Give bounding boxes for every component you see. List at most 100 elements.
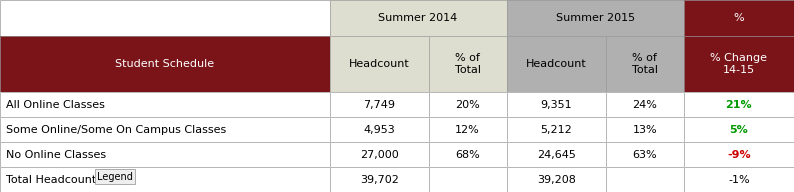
Text: 68%: 68% — [455, 150, 480, 160]
Bar — [330, 117, 429, 142]
Text: % of
Total: % of Total — [632, 53, 657, 75]
Bar — [684, 167, 794, 192]
Bar — [429, 117, 507, 142]
Text: 5,212: 5,212 — [541, 125, 572, 135]
Bar — [330, 36, 429, 92]
Bar — [507, 167, 606, 192]
Text: 21%: 21% — [726, 100, 752, 110]
Bar — [429, 167, 507, 192]
Text: Headcount: Headcount — [349, 59, 410, 69]
Text: 63%: 63% — [632, 150, 657, 160]
Text: Legend: Legend — [97, 171, 133, 181]
Bar — [429, 167, 507, 192]
Bar — [429, 117, 507, 142]
Bar — [507, 142, 606, 167]
Bar — [0, 167, 330, 192]
Text: -1%: -1% — [728, 175, 750, 185]
Bar — [0, 0, 330, 36]
Bar — [606, 117, 684, 142]
Bar — [0, 36, 330, 92]
Text: 39,208: 39,208 — [537, 175, 576, 185]
Text: 7,749: 7,749 — [363, 100, 395, 110]
Bar — [0, 117, 330, 142]
Text: -9%: -9% — [727, 150, 750, 160]
Text: % Change
14-15: % Change 14-15 — [711, 53, 767, 75]
Bar — [684, 167, 794, 192]
Text: 13%: 13% — [632, 125, 657, 135]
Bar — [330, 167, 429, 192]
Text: 24%: 24% — [632, 100, 657, 110]
Bar — [684, 36, 794, 92]
Bar — [429, 92, 507, 117]
Bar — [684, 92, 794, 117]
Text: 20%: 20% — [455, 100, 480, 110]
Bar — [507, 117, 606, 142]
Bar — [606, 36, 684, 92]
Bar — [606, 167, 684, 192]
Bar — [507, 0, 684, 36]
Bar — [507, 167, 606, 192]
Bar — [429, 36, 507, 92]
Bar — [330, 92, 429, 117]
Bar — [429, 92, 507, 117]
Bar — [684, 92, 794, 117]
Bar — [330, 117, 429, 142]
Bar — [429, 142, 507, 167]
Bar — [507, 36, 606, 92]
Bar — [606, 36, 684, 92]
Bar — [0, 142, 330, 167]
Text: Some Online/Some On Campus Classes: Some Online/Some On Campus Classes — [6, 125, 226, 135]
Text: 12%: 12% — [455, 125, 480, 135]
Bar — [507, 0, 684, 36]
Bar — [330, 142, 429, 167]
Bar — [606, 142, 684, 167]
Bar — [684, 117, 794, 142]
Text: Total Headcount: Total Headcount — [6, 175, 97, 185]
Bar — [684, 142, 794, 167]
Bar — [429, 36, 507, 92]
Bar — [684, 142, 794, 167]
Bar — [330, 92, 429, 117]
Bar — [507, 117, 606, 142]
Bar — [507, 92, 606, 117]
Bar — [684, 0, 794, 36]
Bar — [606, 117, 684, 142]
Bar — [507, 92, 606, 117]
Bar — [330, 142, 429, 167]
Bar — [684, 117, 794, 142]
Bar — [606, 92, 684, 117]
Bar — [330, 167, 429, 192]
Text: Summer 2015: Summer 2015 — [556, 13, 634, 23]
Bar — [330, 36, 429, 92]
Text: Summer 2014: Summer 2014 — [379, 13, 457, 23]
Bar — [429, 142, 507, 167]
Bar — [0, 142, 330, 167]
Bar — [0, 167, 330, 192]
Bar — [330, 0, 507, 36]
Bar — [0, 92, 330, 117]
Bar — [606, 92, 684, 117]
Bar — [0, 92, 330, 117]
Text: 4,953: 4,953 — [364, 125, 395, 135]
Text: %: % — [734, 13, 744, 23]
Bar — [507, 142, 606, 167]
Text: 5%: 5% — [730, 125, 748, 135]
Text: No Online Classes: No Online Classes — [6, 150, 106, 160]
Bar — [0, 0, 330, 36]
Text: 9,351: 9,351 — [541, 100, 572, 110]
Text: % of
Total: % of Total — [455, 53, 480, 75]
Bar — [684, 36, 794, 92]
Text: Headcount: Headcount — [526, 59, 587, 69]
Bar — [0, 36, 330, 92]
Bar — [330, 0, 507, 36]
Text: 27,000: 27,000 — [360, 150, 399, 160]
Bar — [0, 117, 330, 142]
Text: 39,702: 39,702 — [360, 175, 399, 185]
Text: All Online Classes: All Online Classes — [6, 100, 106, 110]
Bar — [684, 0, 794, 36]
Bar — [606, 167, 684, 192]
Bar — [606, 142, 684, 167]
Bar — [507, 36, 606, 92]
Text: Student Schedule: Student Schedule — [115, 59, 214, 69]
Text: 24,645: 24,645 — [537, 150, 576, 160]
